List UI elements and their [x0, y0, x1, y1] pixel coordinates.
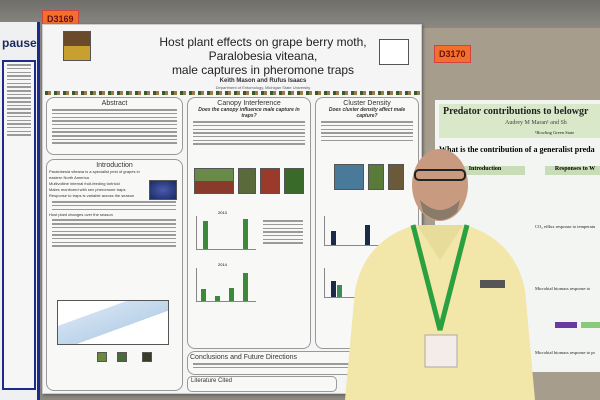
abstract-heading: Abstract [101, 100, 128, 107]
bar-chart-2013 [196, 216, 256, 250]
university-logo [379, 39, 409, 65]
bar [201, 289, 206, 301]
canopy-question: Does the canopy influence male capture i… [198, 107, 300, 119]
grape-photo [149, 180, 177, 200]
bar-chart-2014 [196, 268, 256, 302]
bar [365, 225, 370, 245]
purple-bar [555, 322, 577, 328]
thumb-photo [142, 352, 152, 362]
cluster-photo [388, 164, 404, 190]
left-poster: pause [0, 22, 40, 400]
canopy-box: Canopy Interference Does the canopy infl… [187, 97, 311, 349]
canopy-heading: Canopy Interference [217, 100, 281, 107]
intro-bullet: Males monitored with sex pheromone traps [49, 187, 126, 192]
logo-photo [63, 31, 91, 61]
right-poster-question: What is the contribution of a generalist… [439, 145, 595, 154]
title-line-2: male captures in pheromone traps [171, 63, 355, 77]
literature-box: Literature Cited [187, 376, 337, 392]
researcher-photo [334, 164, 364, 190]
intro-bullet: Host plant changes over the season [49, 212, 113, 218]
intro-bullet: Paralobesia viteana is a specialist pest… [49, 169, 140, 180]
poster-authors: Keith Mason and Rufus Isaacs [219, 78, 307, 84]
bar [243, 273, 248, 301]
yellow-shirt [345, 225, 535, 400]
literature-heading: Literature Cited [191, 378, 233, 384]
leaf-photo [284, 168, 304, 194]
introduction-heading: Introduction [96, 162, 133, 169]
name-badge [424, 334, 458, 368]
bar [331, 231, 336, 245]
pocket-pen [480, 280, 505, 288]
bar [331, 281, 336, 297]
board-number-tag: D3170 [434, 45, 471, 63]
bar [229, 288, 234, 301]
abstract-box: Abstract [46, 97, 183, 155]
right-poster-header [439, 104, 600, 138]
head [412, 149, 468, 221]
intro-bullet: Multivoltine internal fruit-feeding tort… [49, 181, 120, 186]
cluster-heading: Cluster Density [343, 100, 391, 107]
intro-section-heading: Introduction [445, 166, 525, 175]
green-bar [581, 322, 600, 328]
grape-cluster-photo [260, 168, 280, 194]
bar [215, 296, 220, 301]
right-poster-authors: Audrey M Maran¹ and Sh [505, 120, 567, 126]
bar [203, 221, 208, 249]
right-poster-title: Predator contributions to belowgr [443, 106, 589, 117]
thumb-photo [117, 352, 127, 362]
left-poster-panel [2, 60, 36, 390]
figure-caption: Microbial biomass response to [535, 286, 591, 291]
chart-year-2013: 2013 [218, 210, 227, 215]
main-poster: Host plant effects on grape berry moth, … [42, 24, 422, 394]
vineyard-photo [194, 168, 234, 194]
poster-title: Host plant effects on grape berry moth, … [133, 35, 393, 77]
introduction-box: Introduction Paralobesia viteana is a sp… [46, 159, 183, 391]
vine-photo [368, 164, 384, 190]
figure-caption: CO₂ efflux response to temperatu [535, 224, 596, 229]
responses-section-heading: Responses to W [545, 166, 600, 175]
bar [337, 285, 342, 297]
decorative-border [45, 91, 421, 95]
conclusions-heading: Conclusions and Future Directions [190, 354, 297, 361]
cluster-question: Does cluster density affect male capture… [328, 107, 406, 119]
chart-year-2014: 2014 [218, 262, 227, 267]
glasses [414, 169, 466, 181]
right-poster-affiliation: ¹Bowling Green State [535, 130, 575, 135]
vine-photo [238, 168, 256, 194]
poster-department: Department of Entomology, Michigan State… [215, 85, 311, 90]
cluster-chart-2013 [324, 216, 384, 246]
seasonal-chart [57, 300, 169, 345]
cluster-chart-2014 [324, 268, 384, 298]
title-line-1: Host plant effects on grape berry moth, … [159, 35, 367, 63]
figure-caption: Microbial biomass response to pr [535, 350, 595, 355]
bar [243, 219, 248, 249]
lanyard [410, 224, 470, 331]
beard [420, 200, 460, 220]
left-poster-title: pause [2, 36, 37, 50]
person [345, 149, 535, 400]
intro-bullet: Response to traps is variable across the… [49, 193, 135, 198]
thumb-photo [97, 352, 107, 362]
